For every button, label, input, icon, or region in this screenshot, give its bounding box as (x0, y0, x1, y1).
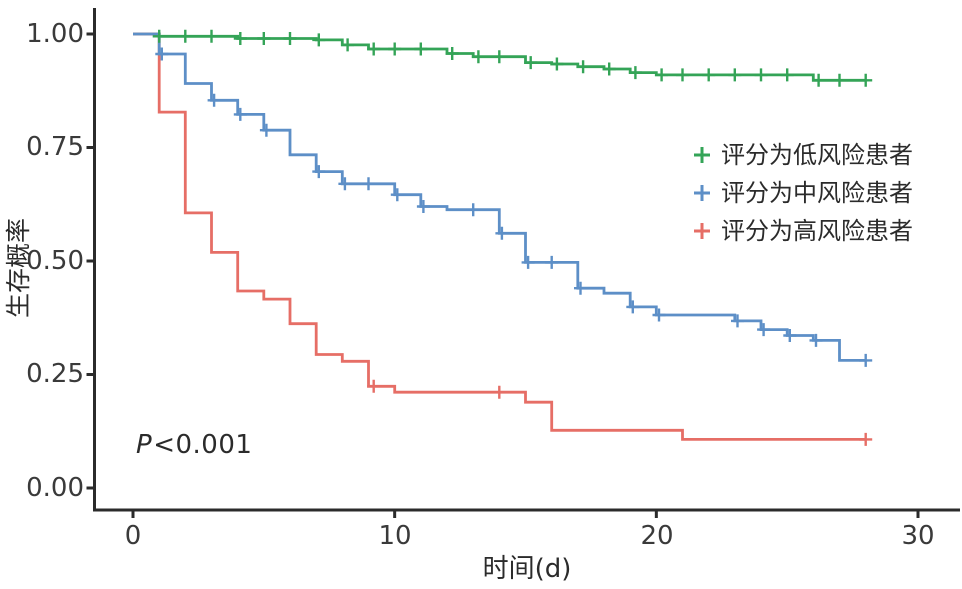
survival-curve-high-risk (133, 32, 866, 441)
legend: 评分为低风险患者 评分为中风险患者 评分为高风险患者 (690, 136, 913, 250)
censor-marks-medium-risk (155, 47, 873, 367)
x-tick-label-20: 20 (640, 521, 674, 551)
censor-marks-high-risk (367, 379, 873, 446)
censor-plus-icon (690, 219, 714, 243)
y-tick-label-0.50: 0.50 (26, 246, 84, 276)
pvalue-comparison: <0.001 (153, 430, 253, 460)
pvalue-variable: P (136, 430, 153, 460)
censor-plus-icon (690, 143, 714, 167)
legend-item-high-risk: 评分为高风险患者 (690, 212, 913, 250)
y-tick-label-0.25: 0.25 (26, 359, 84, 389)
y-axis-title: 生存概率 (4, 217, 33, 319)
y-tick-label-1.00: 1.00 (26, 19, 84, 49)
x-tick-label-10: 10 (378, 521, 412, 551)
x-tick-label-30: 30 (901, 521, 935, 551)
legend-item-medium-risk: 评分为中风险患者 (690, 174, 913, 212)
censor-marks-low-risk (152, 29, 873, 87)
legend-label-medium-risk: 评分为中风险患者 (721, 179, 913, 207)
censor-plus-icon (690, 181, 714, 205)
x-axis-title: 时间(d) (482, 554, 572, 584)
pvalue-annotation: P<0.001 (136, 430, 252, 460)
legend-label-low-risk: 评分为低风险患者 (721, 141, 913, 169)
legend-label-high-risk: 评分为高风险患者 (721, 217, 913, 245)
legend-item-low-risk: 评分为低风险患者 (690, 136, 913, 174)
x-tick-label-0: 0 (124, 521, 142, 551)
y-tick-label-0.00: 0.00 (26, 473, 84, 503)
y-tick-label-0.75: 0.75 (26, 132, 84, 162)
